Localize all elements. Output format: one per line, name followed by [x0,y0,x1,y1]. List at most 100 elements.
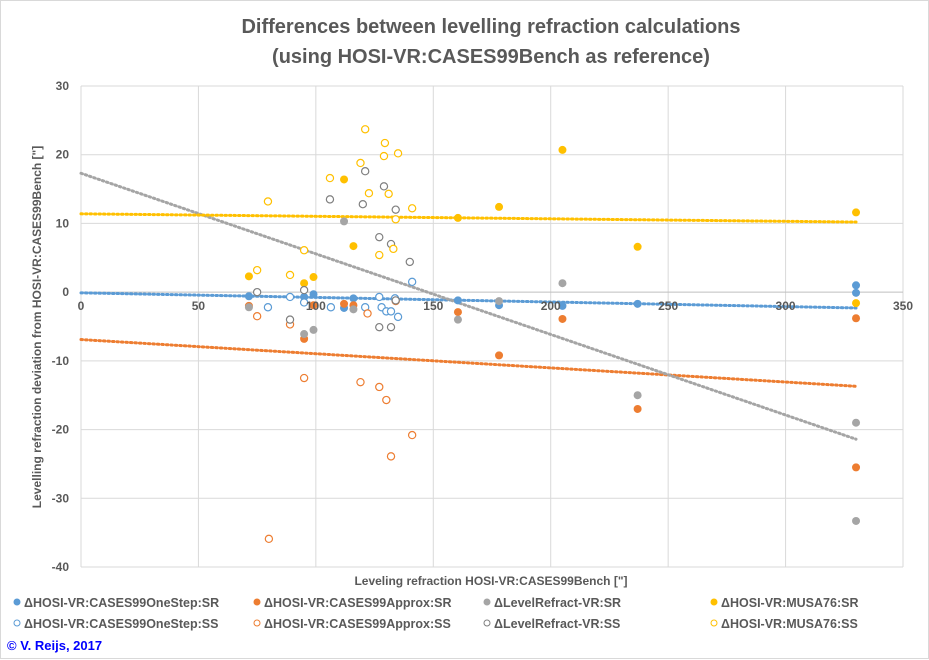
data-point [852,516,861,525]
trendline [79,171,858,441]
chart-title-line-1: Differences between levelling refraction… [241,16,740,38]
legend-marker [13,619,21,627]
data-point [349,305,358,314]
legend-label: ΔHOSI-VR:MUSA76:SR [721,596,858,610]
data-point [285,315,295,324]
legend-marker [710,598,718,606]
data-point [375,232,384,242]
data-point [633,299,642,308]
data-point [358,199,368,209]
legend-marker [710,619,718,627]
legend-label: ΔLevelRefract-VR:SR [494,596,621,610]
y-tick-label: 10 [56,216,70,230]
data-point [405,257,414,267]
data-point [852,288,861,297]
copyright-text: © V. Reijs, 2017 [7,638,102,653]
data-point [495,297,504,306]
data-point [852,208,861,217]
data-point [391,205,400,214]
x-tick-label: 200 [541,299,561,313]
legend-label: ΔLevelRefract-VR:SS [494,617,620,631]
y-tick-label: 30 [56,79,70,93]
data-point [852,463,861,472]
data-point [453,213,462,222]
legend-label: ΔHOSI-VR:MUSA76:SS [721,617,858,631]
data-point [252,287,262,297]
data-point [380,138,390,148]
data-point [852,281,861,290]
data-point [325,195,335,204]
x-tick-label: 50 [192,299,206,313]
data-point [633,391,642,400]
data-point [389,244,398,254]
data-point [375,322,384,332]
data-point [360,167,370,176]
y-tick-label: -40 [52,560,70,574]
data-point [633,404,642,413]
data-point [407,277,417,287]
data-point [384,189,393,199]
data-point [309,290,318,299]
data-point [309,325,318,334]
data-point [340,175,349,184]
data-point [386,452,396,461]
chart-title-line-2: (using HOSI-VR:CASES99Bench as reference… [272,46,710,68]
data-point [633,242,642,251]
legend-label: ΔHOSI-VR:CASES99Approx:SR [264,596,451,610]
x-axis-label: Leveling refraction HOSI-VR:CASES99Bench… [354,574,627,588]
data-point [558,145,567,154]
data-point [299,285,309,295]
data-point [375,250,384,260]
data-point [340,299,349,308]
trendline [79,338,858,388]
data-point [326,303,336,312]
data-point [453,308,462,317]
data-point [340,217,349,226]
y-tick-label: -10 [52,354,70,368]
x-tick-label: 150 [423,299,443,313]
data-point [309,273,318,282]
legend-marker [483,619,491,627]
data-point [263,303,273,312]
data-point [349,242,358,251]
x-tick-label: 0 [78,299,85,313]
data-point [386,307,396,316]
data-point [495,351,504,360]
legend-label: ΔHOSI-VR:CASES99OneStep:SR [24,596,219,610]
data-point [264,534,274,544]
data-point [393,149,403,158]
trendline [79,291,858,310]
data-point [285,292,295,302]
data-point [453,315,462,324]
y-tick-label: 0 [62,285,69,299]
data-point [263,197,273,206]
data-point [407,204,417,213]
data-point [375,292,384,302]
data-point [244,272,253,281]
legend-label: ΔHOSI-VR:CASES99Approx:SS [264,617,451,631]
data-point [391,215,400,224]
x-tick-label: 300 [776,299,796,313]
data-point [299,373,309,383]
data-point [300,279,309,288]
legend-label: ΔHOSI-VR:CASES99OneStep:SS [24,617,218,631]
data-point [495,202,504,211]
data-point [852,299,861,308]
data-point [244,303,253,312]
data-point [375,382,384,392]
y-axis-label: Levelling refraction deviation from HOSI… [30,146,44,508]
data-point [558,314,567,323]
legend-marker [483,598,491,606]
data-point [558,301,567,310]
x-tick-label: 250 [658,299,678,313]
data-point [349,294,358,303]
data-point [252,265,262,275]
data-point [252,311,262,321]
data-point [360,125,370,134]
y-tick-label: -20 [52,423,70,437]
data-point [244,292,253,301]
data-point [356,158,365,168]
data-point [309,301,318,310]
